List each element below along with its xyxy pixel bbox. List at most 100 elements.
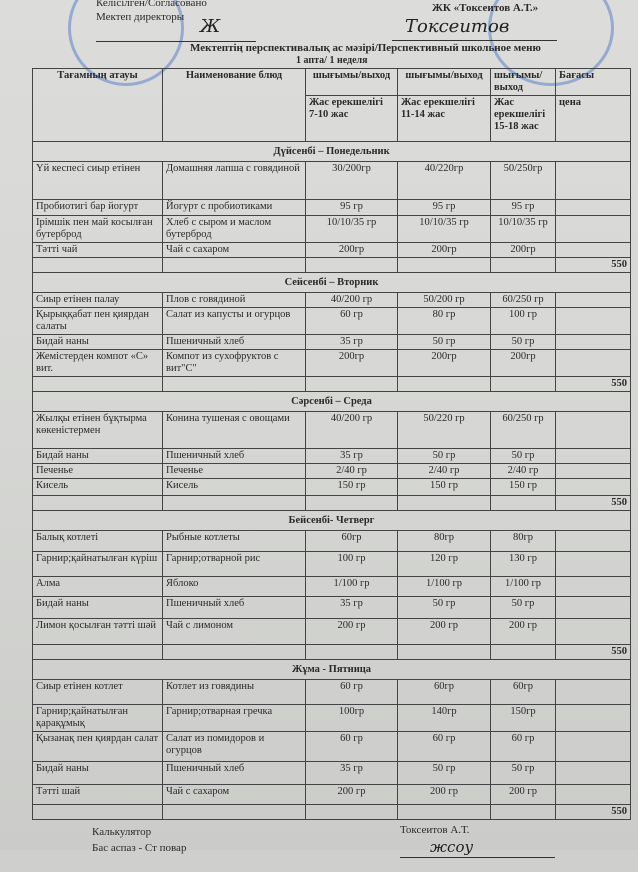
output-15-18: 200 гр (490, 618, 556, 645)
dish-name-ru: Яблоко (162, 576, 306, 597)
output-11-14: 10/10/35 гр (397, 215, 491, 243)
table-row: Балық котлеті Рыбные котлеты 60гр 80гр 80гр (32, 530, 631, 552)
price-cell (555, 731, 631, 762)
footer: Калькулятор Бас аспаз - Ст повар Токсеит… (0, 824, 638, 872)
table-row: Бидай наны Пшеничный хлеб 35 гр 50 гр 50 гр (32, 334, 631, 350)
menu-table: Тағамның атауы Наименование блюд шығымы/… (32, 68, 631, 820)
dish-name-kz: Кисель (32, 478, 163, 496)
output-11-14: 200 гр (397, 618, 491, 645)
output-7-10: 200 гр (305, 618, 398, 645)
dish-name-ru: Плов с говядиной (162, 292, 306, 308)
output-15-18: 200 гр (490, 784, 556, 805)
dish-name-ru: Пшеничный хлеб (162, 596, 306, 619)
table-row: Гарнир;қайнатылған қарақұмық Гарнир;отвар… (32, 704, 631, 732)
day-total-price: 550 (555, 376, 631, 392)
output-11-14: 120 гр (397, 551, 491, 577)
table-row: Сиыр етінен котлет Котлет из говядины 60 г… (32, 679, 631, 705)
output-15-18: 50 гр (490, 334, 556, 350)
output-11-14: 40/220гр (397, 161, 491, 200)
empty-cell (397, 644, 491, 660)
output-7-10: 35 гр (305, 334, 398, 350)
empty-cell (32, 644, 163, 660)
output-15-18: 60/250 гр (490, 292, 556, 308)
table-row: Гарнир;қайнатылған күріш Гарнир;отварной … (32, 551, 631, 577)
output-15-18: 200гр (490, 349, 556, 377)
price-cell (555, 334, 631, 350)
empty-cell (490, 804, 556, 820)
table-row: Бидай наны Пшеничный хлеб 35 гр 50 гр 50 гр (32, 761, 631, 785)
output-11-14: 200 гр (397, 784, 491, 805)
output-7-10: 40/200 гр (305, 411, 398, 449)
price-cell (555, 448, 631, 464)
output-11-14: 50 гр (397, 448, 491, 464)
dish-name-ru: Печенье (162, 463, 306, 479)
price-cell (555, 618, 631, 645)
signature-line-right (392, 40, 557, 41)
price-cell (555, 478, 631, 496)
empty-cell (305, 376, 398, 392)
output-15-18: 2/40 гр (490, 463, 556, 479)
total-row: 550 (32, 376, 631, 392)
output-7-10: 30/200гр (305, 161, 398, 200)
price-cell (555, 161, 631, 200)
dish-name-ru: Салат из капусты и огурцов (162, 307, 306, 335)
output-7-10: 35 гр (305, 761, 398, 785)
output-11-14: 50 гр (397, 334, 491, 350)
dish-name-ru: Пшеничный хлеб (162, 761, 306, 785)
price-cell (555, 349, 631, 377)
header-output-3: шығымы/ выход (490, 68, 556, 96)
output-7-10: 35 гр (305, 596, 398, 619)
output-7-10: 100гр (305, 704, 398, 732)
table-row: Тәтті шай Чай с сахаром 200 гр 200 гр 200 гр (32, 784, 631, 805)
header-name-kz: Тағамның атауы (32, 68, 163, 142)
table-row: Алма Яблоко 1/100 гр 1/100 гр 1/100 гр (32, 576, 631, 597)
output-7-10: 60гр (305, 530, 398, 552)
price-cell (555, 761, 631, 785)
output-7-10: 200 гр (305, 784, 398, 805)
dish-name-kz: Печенье (32, 463, 163, 479)
price-cell (555, 784, 631, 805)
empty-cell (490, 644, 556, 660)
output-15-18: 80гр (490, 530, 556, 552)
day-header-row: Сейсенбі – Вторник (32, 272, 631, 293)
output-15-18: 50/250гр (490, 161, 556, 200)
price-cell (555, 307, 631, 335)
price-cell (555, 215, 631, 243)
price-cell (555, 530, 631, 552)
table-row: Жылқы етінен бұқтырма көкеністермен Конин… (32, 411, 631, 449)
output-11-14: 50/200 гр (397, 292, 491, 308)
table-row: Ірімшік пен май косылған бутерброд Хлеб с… (32, 215, 631, 243)
table-row: Бидай наны Пшеничный хлеб 35 гр 50 гр 50 гр (32, 448, 631, 464)
price-cell (555, 199, 631, 216)
footer-signature-line (400, 857, 555, 858)
price-cell (555, 596, 631, 619)
output-11-14: 150 гр (397, 478, 491, 496)
table-row: Қырыққабат пен қиярдан салаты Салат из ка… (32, 307, 631, 335)
dish-name-ru: Пшеничный хлеб (162, 448, 306, 464)
output-11-14: 50 гр (397, 596, 491, 619)
header-name-ru: Наименование блюд (162, 68, 306, 142)
dish-name-ru: Кисель (162, 478, 306, 496)
output-15-18: 100 гр (490, 307, 556, 335)
dish-name-kz: Лимон қосылған тәтті шәй (32, 618, 163, 645)
table-row: Сиыр етінен палау Плов с говядиной 40/200 … (32, 292, 631, 308)
output-7-10: 60 гр (305, 679, 398, 705)
output-7-10: 200гр (305, 242, 398, 258)
day-header-row: Бейсенбі- Четверг (32, 510, 631, 531)
output-11-14: 200гр (397, 349, 491, 377)
header-age-3: Жас ерекшелігі 15-18 жас (490, 95, 556, 142)
output-7-10: 10/10/35 гр (305, 215, 398, 243)
footer-signer: Токсеитов А.Т. (400, 824, 470, 836)
empty-cell (397, 257, 491, 273)
dish-name-kz: Жылқы етінен бұқтырма көкеністермен (32, 411, 163, 449)
dish-name-kz: Бидай наны (32, 761, 163, 785)
header-price: Бағасы (555, 68, 631, 96)
price-cell (555, 411, 631, 449)
empty-cell (397, 495, 491, 511)
output-7-10: 95 гр (305, 199, 398, 216)
output-11-14: 60гр (397, 679, 491, 705)
output-7-10: 150 гр (305, 478, 398, 496)
dish-name-kz: Гарнир;қайнатылған күріш (32, 551, 163, 577)
page-title: Мектептің перспективалық ас мәзірі/Персп… (190, 42, 541, 54)
output-11-14: 80 гр (397, 307, 491, 335)
